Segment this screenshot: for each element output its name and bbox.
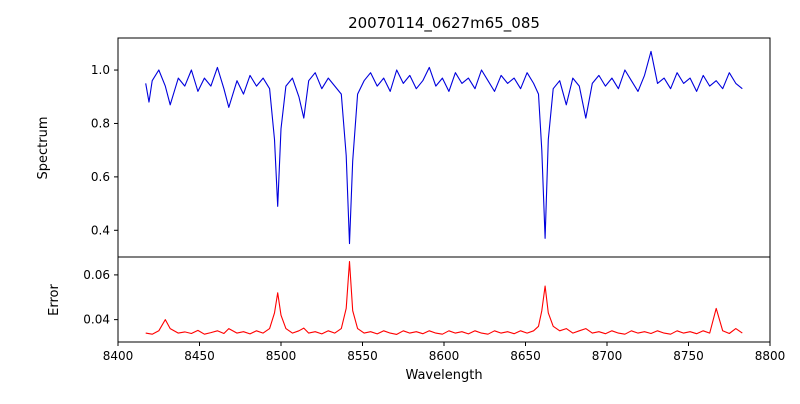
spectrum-ylabel: Spectrum xyxy=(36,117,51,180)
x-tick-label: 8500 xyxy=(266,349,297,363)
x-tick-label: 8450 xyxy=(184,349,215,363)
y-tick-label: 0.6 xyxy=(91,170,110,184)
y-tick-label: 0.8 xyxy=(91,116,110,130)
error-line xyxy=(145,260,743,335)
x-tick-label: 8400 xyxy=(103,349,134,363)
panel-border xyxy=(117,256,771,343)
x-tick-label: 8750 xyxy=(673,349,704,363)
xlabel: Wavelength xyxy=(405,368,482,383)
y-tick-label: 0.4 xyxy=(91,223,110,237)
y-tick-label: 1.0 xyxy=(91,63,110,77)
x-axis: 8400 8450 8500 8550 8600 8650 8700 8750 8800 xyxy=(103,342,786,363)
y-tick-label: 0.06 xyxy=(83,268,110,282)
x-tick-label: 8600 xyxy=(429,349,460,363)
spectrum-line xyxy=(145,50,743,245)
x-tick-label: 8650 xyxy=(510,349,541,363)
bottom-panel: 0.04 0.06 xyxy=(83,256,771,343)
chart-title: 20070114_0627m65_085 xyxy=(348,14,540,33)
error-ylabel: Error xyxy=(47,284,62,316)
top-panel: 0.4 0.6 0.8 1.0 xyxy=(91,37,771,258)
y-tick-label: 0.04 xyxy=(83,313,110,327)
x-tick-label: 8700 xyxy=(592,349,623,363)
x-tick-label: 8800 xyxy=(755,349,786,363)
x-tick-label: 8550 xyxy=(347,349,378,363)
